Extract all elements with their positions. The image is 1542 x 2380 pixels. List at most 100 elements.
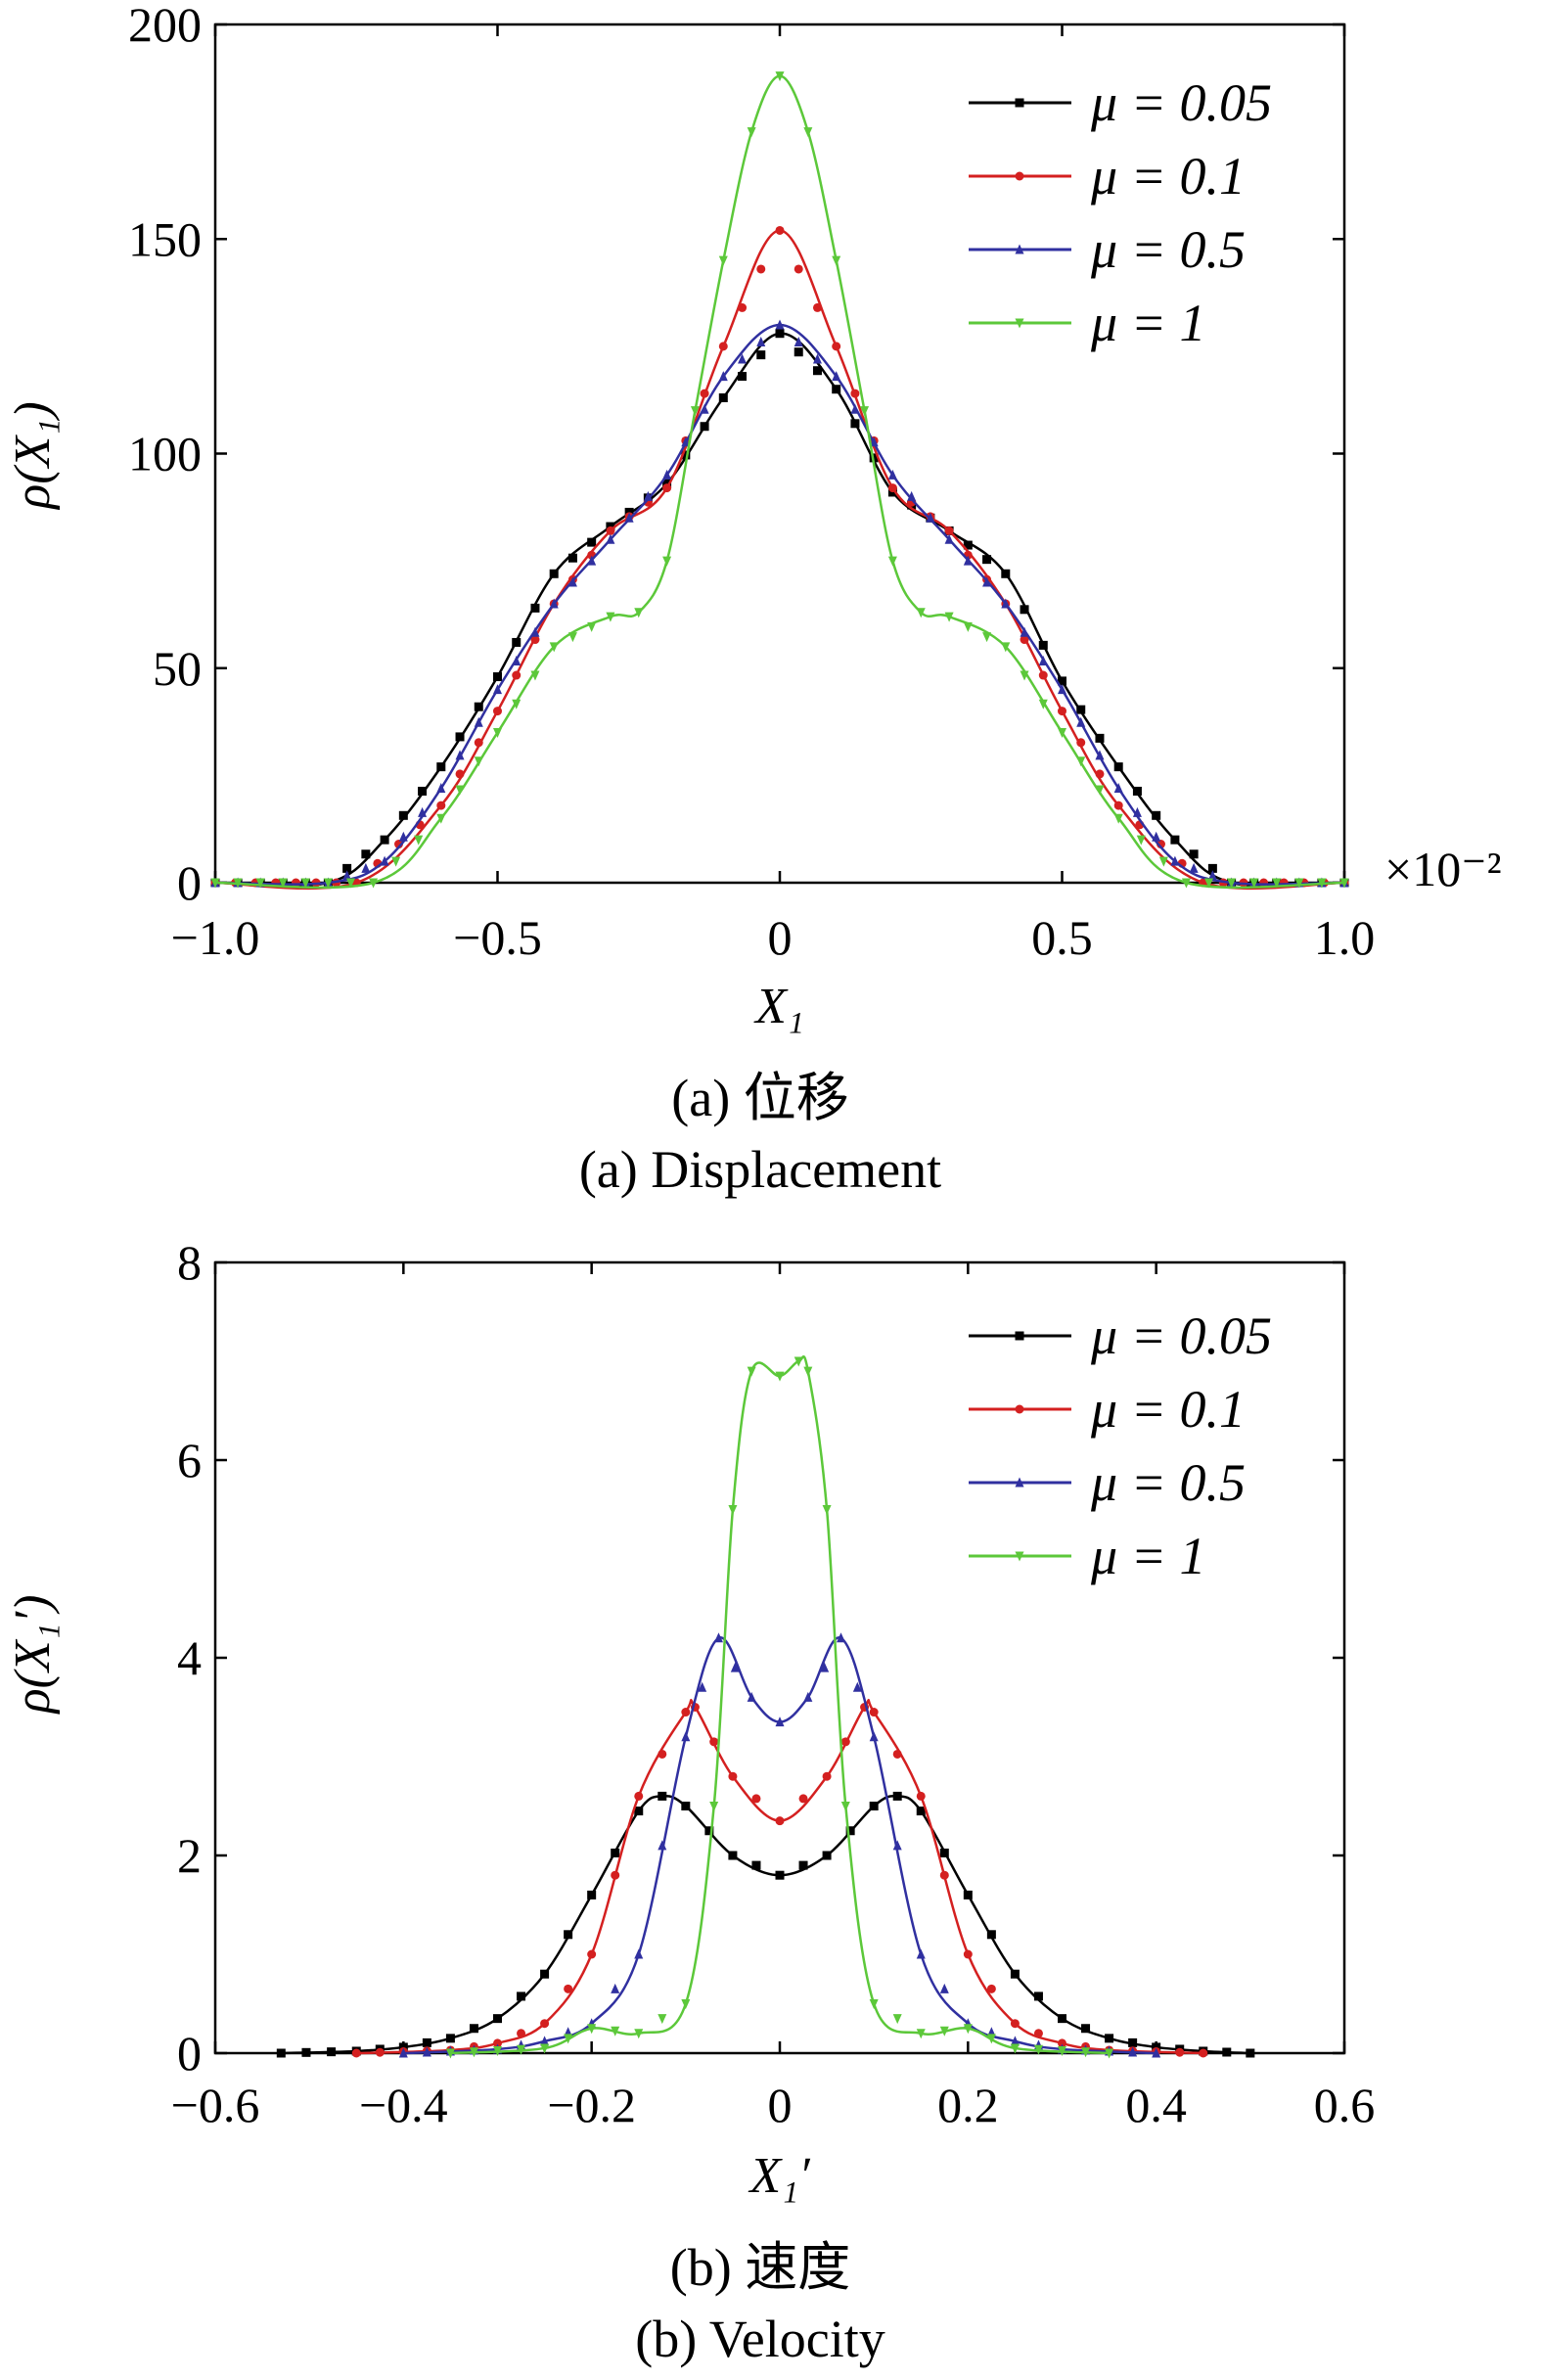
data-point <box>887 556 897 567</box>
legend-swatch-marker <box>1015 171 1024 181</box>
data-point <box>549 569 559 578</box>
data-point <box>469 2047 478 2058</box>
data-point <box>738 302 748 312</box>
data-point <box>1001 598 1011 609</box>
data-point <box>1010 2036 1020 2046</box>
data-point <box>540 2019 550 2029</box>
legend-entry-label: μ = 0.05 <box>1090 1306 1272 1365</box>
data-point <box>1033 2044 1043 2055</box>
data-point <box>850 389 860 398</box>
data-point <box>1095 750 1105 760</box>
data-point <box>1158 856 1168 867</box>
data-point <box>611 1870 620 1880</box>
data-point <box>1199 2048 1208 2058</box>
data-point <box>422 2046 431 2057</box>
data-point <box>436 762 446 772</box>
data-point <box>1058 2014 1066 2024</box>
data-point <box>700 389 709 398</box>
x-tick-label: 0 <box>768 2078 793 2132</box>
data-point <box>587 2024 597 2035</box>
y-tick-label: 2 <box>177 1828 202 1883</box>
data-point <box>916 1791 926 1801</box>
data-point <box>832 342 841 351</box>
data-point <box>455 769 465 779</box>
data-point <box>567 553 577 563</box>
data-point <box>606 526 615 535</box>
data-point <box>564 1930 573 1940</box>
x-tick-label: 0 <box>768 910 793 965</box>
data-point <box>775 71 785 82</box>
data-point <box>493 2038 502 2048</box>
data-point <box>567 576 577 587</box>
data-point <box>398 831 408 842</box>
data-point <box>658 2014 667 2025</box>
legend-entry-label: μ = 1 <box>1090 1527 1206 1585</box>
data-point <box>1058 2038 1066 2048</box>
data-point <box>493 672 502 682</box>
data-point <box>860 406 870 417</box>
data-point <box>681 1999 691 2009</box>
data-point <box>351 2048 361 2058</box>
data-point <box>455 785 465 796</box>
chart-panel-displacement: −1.0 −0.5 0 0.5 1.0 0 50 100 150 200 X₁ ρ(X₁) ×10⁻² μ… <box>5 0 1502 1199</box>
data-point <box>1076 756 1086 767</box>
data-point <box>436 801 446 810</box>
data-point <box>794 347 803 357</box>
data-point <box>611 2026 620 2037</box>
data-point <box>681 1802 691 1810</box>
data-point <box>662 556 672 567</box>
data-point <box>1249 878 1259 889</box>
data-point <box>798 1860 808 1870</box>
data-point <box>342 870 352 881</box>
data-point <box>1181 878 1191 889</box>
data-point <box>1207 863 1217 873</box>
legend-entry-label: μ = 1 <box>1090 294 1206 352</box>
data-point <box>549 642 559 653</box>
data-point <box>1058 684 1066 695</box>
data-point <box>794 1356 803 1367</box>
data-point <box>345 878 355 889</box>
data-point <box>1227 878 1237 889</box>
series-3 <box>445 1355 1114 2059</box>
data-point <box>445 2034 455 2043</box>
data-point <box>1132 786 1142 796</box>
legend: μ = 0.05 μ = 0.1 μ = 0.5 μ = 1 <box>969 73 1272 352</box>
data-point <box>832 371 841 382</box>
series-line <box>403 1636 1156 2055</box>
data-point <box>690 406 700 417</box>
data-point <box>1294 878 1304 889</box>
data-point <box>323 878 333 889</box>
data-point <box>812 302 822 312</box>
data-point <box>493 684 502 695</box>
data-point <box>1136 835 1146 846</box>
caption-chinese: (a) 位移 <box>671 1069 848 1127</box>
data-point <box>493 2045 502 2056</box>
data-point <box>892 1791 902 1801</box>
data-point <box>822 1851 832 1860</box>
data-point <box>549 598 559 609</box>
x-axis-multiplier: ×10⁻² <box>1384 842 1502 896</box>
data-point <box>1033 2029 1043 2038</box>
data-point <box>1105 2048 1114 2059</box>
data-point <box>1132 806 1142 817</box>
data-point <box>775 329 785 339</box>
data-point <box>1170 835 1180 845</box>
data-point <box>982 555 992 565</box>
data-point <box>728 1851 738 1860</box>
data-point <box>803 1366 813 1377</box>
data-point <box>775 1870 785 1880</box>
data-point <box>1095 769 1105 779</box>
data-point <box>493 2014 502 2024</box>
data-point <box>1113 762 1123 772</box>
caption-english: (a) Displacement <box>579 1140 941 1199</box>
data-point <box>916 1807 926 1816</box>
data-point <box>916 2029 926 2039</box>
series-line <box>281 1794 1250 2055</box>
data-point <box>832 255 841 266</box>
data-point <box>587 1890 597 1899</box>
data-point <box>233 878 243 889</box>
data-point <box>852 1681 862 1692</box>
data-point <box>820 1662 830 1672</box>
data-point <box>474 756 483 767</box>
data-point <box>564 1984 573 1993</box>
